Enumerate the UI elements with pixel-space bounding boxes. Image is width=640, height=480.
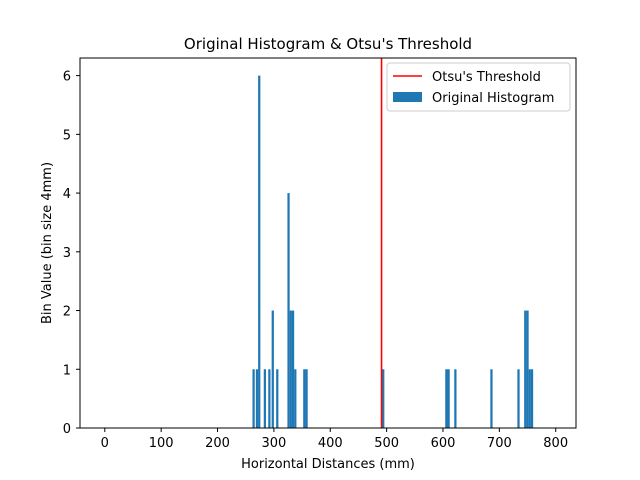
histogram-bar	[271, 310, 274, 428]
histogram-bar	[263, 369, 266, 428]
x-axis-label: Horizontal Distances (mm)	[241, 457, 415, 472]
histogram-bar	[526, 310, 529, 428]
histogram-bar	[447, 369, 450, 428]
histogram-bar	[382, 369, 385, 428]
y-axis-ticks: 0 1 2 3 4 5 6	[63, 70, 80, 437]
y-tick-label: 5	[63, 128, 71, 143]
x-tick-label: 500	[374, 436, 399, 451]
histogram-bar	[530, 369, 534, 428]
x-tick-label: 0	[101, 436, 109, 451]
legend-histogram-label: Original Histogram	[432, 91, 554, 106]
x-tick-label: 400	[318, 436, 343, 451]
histogram-bar	[268, 369, 271, 428]
histogram-bar	[445, 369, 448, 428]
y-tick-label: 6	[63, 70, 71, 85]
y-tick-label: 2	[63, 305, 71, 320]
histogram-bar	[255, 369, 259, 428]
legend: Otsu's Threshold Original Histogram	[386, 62, 571, 112]
x-axis-ticks: 0 100 200 300 400 500 600 700 800	[101, 428, 568, 451]
histogram-bar	[276, 369, 279, 428]
histogram-bar	[291, 310, 295, 428]
histogram-bar	[305, 369, 308, 428]
histogram-bar	[252, 369, 255, 428]
x-tick-label: 100	[149, 436, 174, 451]
histogram-bar	[528, 369, 531, 428]
y-tick-label: 3	[63, 246, 71, 261]
histogram-bar	[490, 369, 493, 428]
histogram-bar	[294, 369, 297, 428]
x-tick-label: 300	[261, 436, 286, 451]
y-tick-label: 0	[63, 422, 71, 437]
x-tick-label: 800	[543, 436, 568, 451]
chart-title: Original Histogram & Otsu's Threshold	[184, 35, 472, 53]
histogram-bar	[454, 369, 457, 428]
plot-layer	[252, 58, 534, 429]
legend-box	[386, 62, 571, 112]
y-tick-label: 1	[63, 363, 71, 378]
histogram-bar	[258, 75, 261, 429]
histogram-bar	[303, 369, 306, 428]
histogram-bar	[287, 193, 290, 428]
histogram-bar	[517, 369, 520, 428]
histogram-bar	[289, 310, 292, 428]
legend-histogram-swatch	[393, 92, 422, 102]
x-tick-label: 700	[487, 436, 512, 451]
y-tick-label: 4	[63, 187, 71, 202]
y-axis-label: Bin Value (bin size 4mm)	[40, 162, 55, 324]
legend-threshold-label: Otsu's Threshold	[432, 70, 541, 85]
axes-frame	[79, 57, 577, 429]
x-tick-label: 200	[205, 436, 230, 451]
x-tick-label: 600	[431, 436, 456, 451]
histogram-bar	[524, 310, 527, 428]
